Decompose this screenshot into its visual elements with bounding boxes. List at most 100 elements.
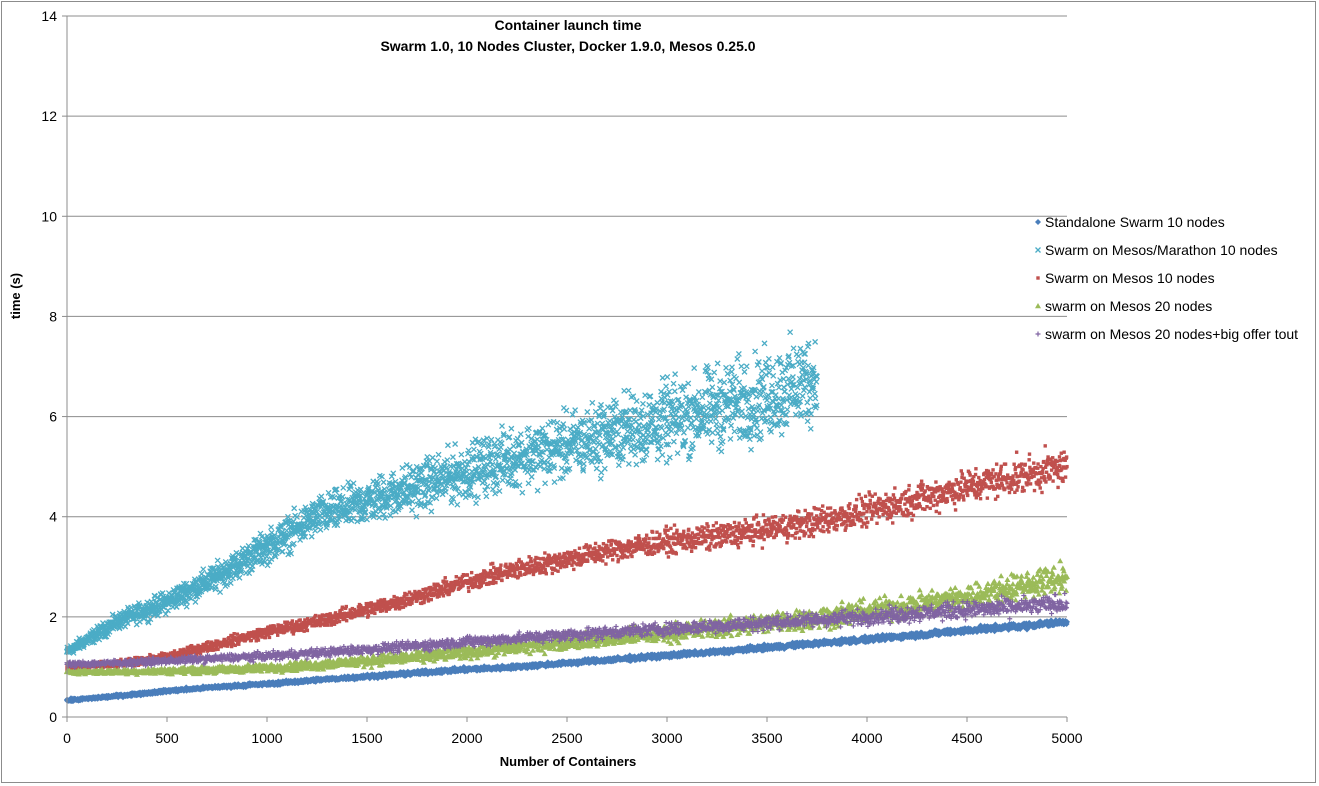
data-point bbox=[812, 395, 819, 402]
data-point bbox=[467, 589, 471, 594]
data-point bbox=[960, 472, 965, 476]
data-point bbox=[162, 611, 169, 618]
data-point bbox=[256, 638, 261, 642]
data-point bbox=[875, 521, 879, 525]
data-point bbox=[945, 499, 950, 504]
data-point bbox=[699, 394, 706, 401]
data-point bbox=[435, 451, 442, 458]
data-point bbox=[821, 504, 825, 508]
data-point bbox=[422, 600, 426, 604]
data-point bbox=[959, 480, 963, 484]
data-point bbox=[669, 526, 673, 531]
data-point bbox=[738, 412, 745, 419]
data-point bbox=[496, 488, 503, 494]
data-point bbox=[601, 542, 606, 546]
data-point bbox=[642, 392, 649, 399]
data-point bbox=[934, 509, 938, 514]
data-point bbox=[433, 495, 440, 502]
data-point bbox=[832, 516, 836, 520]
data-point bbox=[852, 522, 857, 527]
data-point bbox=[517, 431, 524, 438]
data-point bbox=[340, 484, 347, 491]
data-point bbox=[480, 442, 487, 449]
data-point bbox=[664, 373, 671, 380]
data-point bbox=[153, 598, 160, 605]
data-point bbox=[862, 506, 866, 511]
data-point bbox=[684, 546, 689, 551]
data-point bbox=[734, 356, 741, 362]
data-point bbox=[729, 364, 735, 371]
data-point bbox=[500, 578, 504, 583]
data-point bbox=[409, 507, 415, 514]
data-point bbox=[834, 528, 839, 532]
data-point bbox=[513, 571, 517, 576]
data-point bbox=[719, 438, 726, 445]
data-point bbox=[809, 512, 814, 516]
data-point bbox=[891, 493, 896, 497]
data-point bbox=[807, 395, 814, 402]
data-point bbox=[444, 442, 451, 449]
data-point bbox=[731, 526, 735, 530]
data-point bbox=[859, 496, 863, 501]
data-point bbox=[978, 492, 982, 496]
data-point bbox=[236, 574, 243, 581]
data-point bbox=[757, 522, 761, 527]
data-point bbox=[961, 494, 966, 498]
data-point bbox=[313, 613, 318, 618]
data-point bbox=[804, 418, 811, 425]
data-point bbox=[807, 425, 814, 432]
data-point bbox=[481, 580, 486, 585]
data-point bbox=[636, 422, 643, 429]
data-point bbox=[743, 363, 750, 370]
data-point bbox=[473, 500, 480, 507]
data-point bbox=[978, 478, 982, 483]
data-point bbox=[863, 494, 868, 499]
data-point bbox=[911, 503, 915, 507]
data-point bbox=[794, 392, 801, 399]
data-point bbox=[788, 385, 795, 392]
data-point bbox=[488, 436, 495, 443]
data-point bbox=[508, 425, 515, 432]
data-point bbox=[577, 546, 582, 550]
data-point bbox=[291, 505, 298, 512]
data-point bbox=[344, 619, 349, 623]
data-point bbox=[561, 426, 568, 433]
data-point bbox=[885, 517, 890, 521]
data-point bbox=[663, 459, 670, 466]
data-point bbox=[978, 496, 983, 501]
data-point bbox=[637, 537, 642, 541]
data-point bbox=[499, 563, 503, 567]
data-point bbox=[785, 541, 789, 545]
data-point bbox=[848, 502, 852, 506]
data-point bbox=[664, 524, 668, 528]
data-point bbox=[499, 477, 506, 484]
data-point bbox=[812, 338, 819, 345]
data-point bbox=[928, 506, 932, 511]
data-point bbox=[544, 572, 548, 576]
data-point bbox=[483, 493, 490, 500]
data-point bbox=[795, 530, 799, 535]
data-point bbox=[267, 635, 272, 640]
data-point bbox=[864, 516, 868, 520]
data-point bbox=[659, 451, 666, 458]
data-point bbox=[844, 511, 849, 516]
data-point bbox=[767, 519, 771, 523]
data-point bbox=[748, 446, 755, 453]
data-point bbox=[937, 511, 942, 515]
data-point bbox=[728, 422, 735, 429]
data-point bbox=[814, 507, 818, 511]
data-point bbox=[593, 465, 600, 472]
data-point bbox=[893, 486, 897, 490]
data-point bbox=[584, 543, 588, 547]
data-point bbox=[668, 545, 673, 549]
data-point bbox=[731, 428, 738, 435]
data-point bbox=[754, 513, 759, 517]
data-point bbox=[285, 620, 290, 624]
data-point bbox=[629, 436, 636, 443]
data-point bbox=[528, 473, 535, 480]
data-point bbox=[941, 494, 946, 498]
data-point bbox=[601, 465, 608, 472]
data-point bbox=[147, 616, 154, 623]
data-point bbox=[249, 563, 256, 569]
data-point bbox=[491, 561, 495, 566]
